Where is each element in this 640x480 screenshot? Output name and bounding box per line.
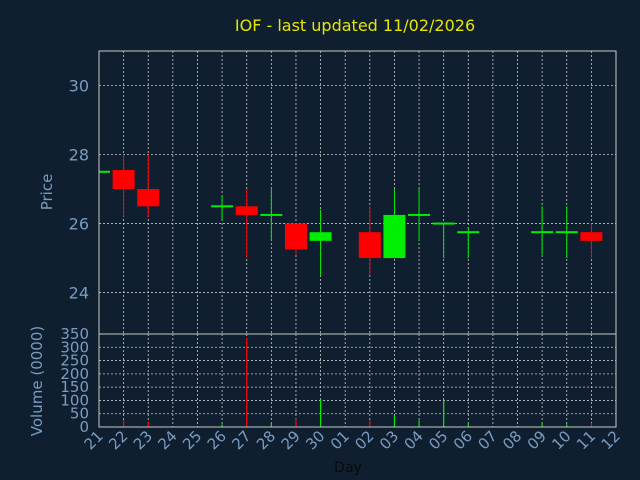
x-tick-label: 12	[598, 427, 624, 453]
x-tick-label: 05	[425, 427, 451, 453]
candle-body	[309, 232, 332, 241]
x-tick-label: 02	[351, 427, 377, 453]
x-tick-label: 29	[278, 427, 304, 453]
x-tick-label: 07	[475, 427, 501, 453]
volume-tick-label: 300	[60, 338, 89, 356]
candle	[284, 223, 307, 255]
candle-body	[260, 213, 283, 216]
candle-body	[531, 231, 554, 234]
price-panel-frame	[98, 50, 617, 335]
volume-tick-label: 200	[60, 365, 89, 383]
chart-title: IOF - last updated 11/02/2026	[235, 16, 475, 35]
x-tick-label: 08	[499, 427, 525, 453]
volume-frame-rect	[98, 333, 617, 428]
price-tick-label: 24	[69, 284, 89, 303]
candle-body	[112, 170, 135, 190]
x-tick-label: 09	[524, 427, 550, 453]
volume-panel-frame	[98, 333, 617, 428]
x-axis-label: Day	[334, 460, 362, 476]
candle-body	[408, 213, 431, 216]
price-frame-rect	[98, 50, 617, 335]
candle	[358, 206, 381, 276]
candle	[457, 227, 480, 259]
candle-body	[99, 170, 110, 173]
price-tick-label: 26	[69, 215, 89, 234]
candle	[309, 209, 332, 276]
candle-body	[284, 223, 307, 250]
price-panel-grid	[99, 51, 616, 334]
candle	[408, 189, 431, 241]
candle	[531, 206, 554, 255]
volume-tick-label: 150	[60, 378, 89, 396]
price-tick-label: 30	[69, 77, 89, 96]
x-tick-label: 01	[327, 427, 353, 453]
volume-axis-label: Volume (0000)	[28, 326, 46, 436]
candle	[260, 189, 283, 241]
x-tick-label: 26	[204, 427, 230, 453]
candle-body	[137, 189, 160, 207]
candle-body	[358, 232, 381, 259]
candle-body	[457, 231, 480, 234]
candle-body	[432, 222, 455, 225]
x-tick-label: 24	[154, 427, 180, 453]
price-tick-label: 28	[69, 146, 89, 165]
volume-tick-label: 0	[79, 418, 89, 436]
x-tick-label: 06	[450, 427, 476, 453]
volume-bars	[123, 337, 592, 427]
x-tick-label: 03	[376, 427, 402, 453]
candle	[432, 222, 455, 259]
price-y-ticks: 24 26 28 30	[69, 77, 89, 303]
candle	[99, 170, 110, 173]
x-tick-labels: 2122232425262728293001020304050607080910…	[81, 427, 624, 453]
x-tick-label: 25	[179, 427, 205, 453]
volume-tick-label: 350	[60, 325, 89, 343]
x-tick-label: 27	[228, 427, 254, 453]
price-axis-label: Price	[38, 174, 56, 211]
x-tick-label: 30	[302, 427, 328, 453]
candle-body	[211, 205, 234, 208]
volume-panel-grid	[99, 334, 616, 427]
x-tick-label: 10	[548, 427, 574, 453]
price-candles	[99, 154, 603, 276]
candle	[211, 195, 234, 221]
candle	[580, 223, 603, 259]
candle	[137, 154, 160, 217]
candle-body	[555, 231, 578, 234]
x-tick-label: 23	[130, 427, 156, 453]
x-tick-label: 04	[401, 427, 427, 453]
x-tick-label: 28	[253, 427, 279, 453]
x-tick-label: 11	[573, 427, 599, 453]
candle-body	[580, 232, 603, 241]
candle	[383, 189, 406, 259]
candle-body	[235, 206, 258, 215]
volume-tick-label: 100	[60, 391, 89, 409]
candle	[235, 189, 258, 259]
x-tick-label: 22	[105, 427, 131, 453]
candle	[112, 154, 135, 217]
volume-tick-label: 50	[70, 405, 89, 423]
candle	[555, 206, 578, 259]
volume-tick-label: 250	[60, 352, 89, 370]
candle-body	[383, 214, 406, 259]
